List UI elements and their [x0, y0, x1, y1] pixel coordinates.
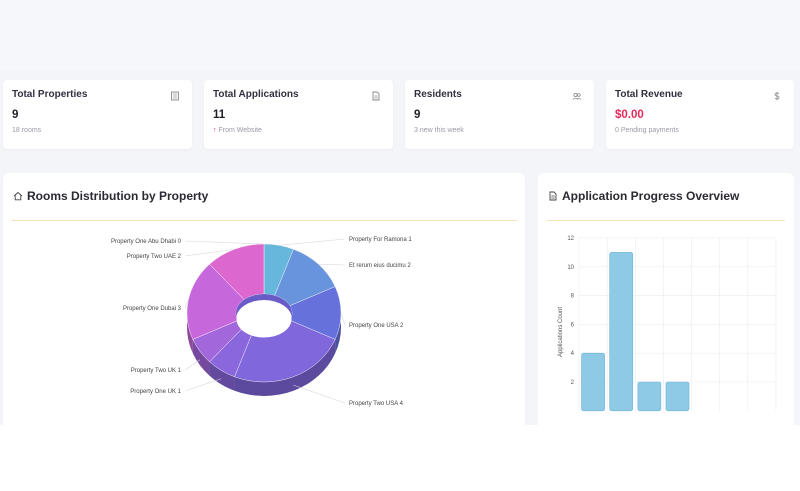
donut-hole-wall — [236, 294, 292, 319]
stat-subtext: 3 new this week — [414, 127, 464, 134]
pie-leader-line — [184, 378, 222, 392]
donut-slice-side — [234, 339, 336, 396]
pie-leader-line — [340, 312, 346, 326]
donut-hole — [236, 300, 292, 338]
pie-label: Et rerum eius ducimu 2 — [349, 263, 411, 269]
pie-label: Property One Abu Dhabi 0 — [111, 239, 182, 245]
stat-value: $0.00 — [615, 109, 644, 121]
stat-subtext: ↑ From Website — [213, 127, 262, 134]
stat-card-residents[interactable]: Residents 9 3 new this week — [405, 80, 594, 149]
stat-value: 9 — [414, 109, 421, 121]
pie-leader-line — [184, 240, 265, 245]
pie-label: Property One Dubai 3 — [123, 306, 182, 312]
stat-value: 11 — [213, 109, 226, 121]
stat-subtext: 18 rooms — [12, 127, 42, 134]
pie-label: Property Two UK 1 — [131, 368, 182, 374]
panel-title: Rooms Distribution by Property — [13, 189, 208, 203]
pie-label: Property One UK 1 — [130, 389, 181, 395]
stat-title: Total Revenue — [615, 89, 683, 100]
y-tick-label: 12 — [567, 236, 574, 242]
home-icon — [13, 191, 23, 201]
building-icon — [171, 91, 179, 101]
progress-bar[interactable] — [637, 381, 662, 412]
progress-bar[interactable] — [581, 352, 605, 412]
progress-panel-title: Application Progress Overview — [562, 189, 740, 203]
pie-leader-line — [293, 384, 346, 404]
trend-mark: ↑ — [213, 127, 217, 134]
pie-label: Property Two UAE 2 — [127, 254, 182, 260]
pie-leader-line — [184, 248, 235, 257]
y-tick-label: 6 — [571, 322, 575, 328]
panel-divider — [547, 220, 785, 221]
stat-title: Total Properties — [12, 89, 88, 100]
page-bottom-area — [0, 425, 800, 491]
pie-leader-line — [184, 359, 201, 371]
dollar-icon — [774, 91, 780, 101]
donut-slice-side — [209, 361, 235, 391]
progress-bar[interactable] — [665, 381, 690, 412]
document-icon — [549, 191, 557, 201]
progress-bar[interactable] — [609, 252, 634, 412]
y-tick-label: 8 — [571, 294, 575, 300]
stat-card-total-applications[interactable]: Total Applications 11 ↑ From Website — [204, 80, 393, 149]
stat-card-total-revenue[interactable]: Total Revenue $0.00 0 Pending payments — [606, 80, 794, 149]
stat-title: Total Applications — [213, 89, 299, 100]
pie-leader-line — [318, 263, 346, 266]
document-icon — [372, 91, 380, 101]
application-progress-bar-chart: 2 4 6 8 10 12 Applications Count — [558, 236, 777, 412]
pie-label: Property For Ramona 1 — [349, 237, 412, 243]
rooms-distribution-panel: Rooms Distribution by Property Property … — [3, 173, 525, 425]
top-header-area — [0, 0, 800, 70]
stat-subtext-label: From Website — [218, 127, 262, 134]
stat-subtext: 0 Pending payments — [615, 127, 679, 134]
y-tick-label: 10 — [567, 265, 574, 271]
y-tick-label: 2 — [571, 380, 575, 386]
stat-title: Residents — [414, 89, 462, 100]
stat-card-total-properties[interactable]: Total Properties 9 18 rooms — [3, 80, 192, 149]
application-progress-panel: Application Progress Overview 2 4 6 8 10 12 Ap… — [538, 173, 794, 425]
panel-divider — [12, 220, 517, 221]
pie-leader-line — [278, 238, 346, 246]
y-axis-label: Applications Count — [558, 307, 564, 357]
panel-title: Application Progress Overview — [548, 189, 739, 203]
pie-leader-line — [184, 299, 189, 309]
y-tick-label: 4 — [571, 351, 575, 357]
rooms-donut-chart: Property For Ramona 1 Et rerum eius ducim… — [111, 237, 412, 407]
stat-value: 9 — [12, 109, 19, 121]
pie-label: Property Two USA 4 — [349, 401, 404, 407]
rooms-panel-title: Rooms Distribution by Property — [27, 189, 209, 203]
donut-slice-side — [192, 339, 210, 376]
users-icon — [572, 93, 582, 100]
pie-label: Property One USA 2 — [349, 323, 404, 329]
